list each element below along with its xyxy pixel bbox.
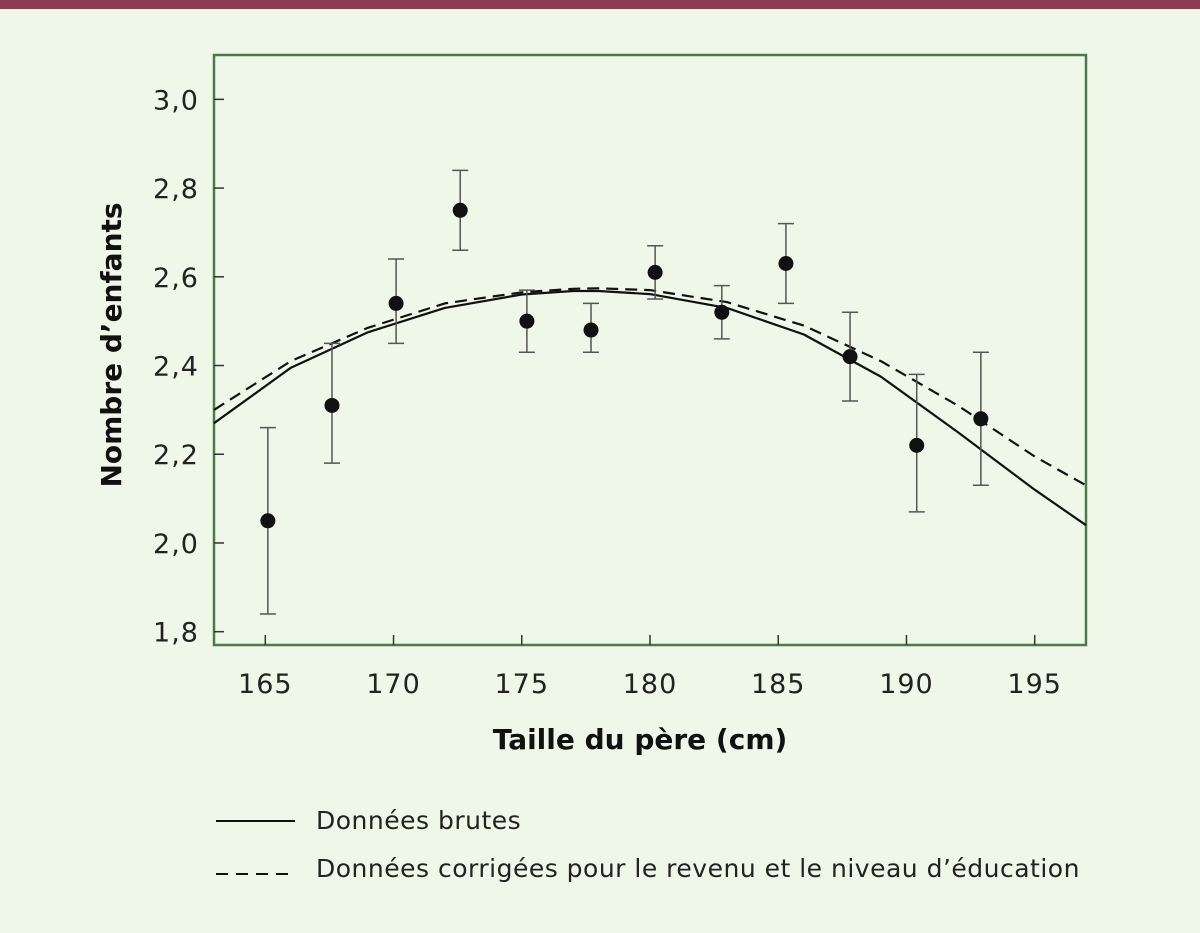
- error-bars: [259, 169, 989, 615]
- y-tick-label: 1,8: [153, 618, 199, 649]
- x-tick-label: 190: [879, 669, 934, 700]
- data-point: [778, 255, 794, 271]
- y-tick-label: 2,4: [153, 352, 199, 383]
- data-point: [909, 437, 925, 453]
- y-tick-label: 2,0: [153, 529, 199, 560]
- data-point: [324, 397, 340, 413]
- raw-data-curve: [213, 289, 1087, 527]
- data-point: [583, 322, 599, 338]
- data-points: [260, 202, 989, 529]
- y-tick-label: 2,2: [153, 440, 199, 471]
- x-axis-title: Taille du père (cm): [493, 723, 788, 756]
- y-tick-label: 3,0: [153, 85, 199, 116]
- data-point: [519, 313, 535, 329]
- x-tick-label: 165: [238, 669, 293, 700]
- x-tick-label: 175: [494, 669, 549, 700]
- data-point: [260, 513, 276, 529]
- y-axis-title: Nombre d’enfants: [95, 202, 128, 487]
- y-axis-ticks: 1,8 2,0 2,2 2,4 2,6 2,8 3,0: [153, 85, 224, 649]
- x-tick-label: 180: [623, 669, 678, 700]
- y-tick-label: 2,8: [153, 174, 199, 205]
- y-tick-label: 2,6: [153, 263, 199, 294]
- top-accent-bar: [0, 0, 1200, 9]
- x-axis-ticks: 165 170 175 180 185 190 195: [238, 635, 1062, 700]
- plot-area-frame: [212, 53, 1088, 647]
- data-point: [714, 304, 730, 320]
- data-point: [647, 264, 663, 280]
- x-tick-label: 195: [1007, 669, 1062, 700]
- x-tick-label: 185: [751, 669, 806, 700]
- x-tick-label: 170: [366, 669, 421, 700]
- legend-label-raw: Données brutes: [316, 806, 521, 835]
- legend-label-adjusted: Données corrigées pour le revenu et le n…: [316, 854, 1080, 883]
- data-point: [452, 202, 468, 218]
- data-point: [973, 411, 989, 427]
- data-point: [388, 295, 404, 311]
- fitted-curves: [213, 287, 1087, 527]
- legend: Données brutes Données corrigées pour le…: [216, 806, 1080, 883]
- adjusted-data-curve: [213, 287, 1087, 487]
- data-point: [842, 349, 858, 365]
